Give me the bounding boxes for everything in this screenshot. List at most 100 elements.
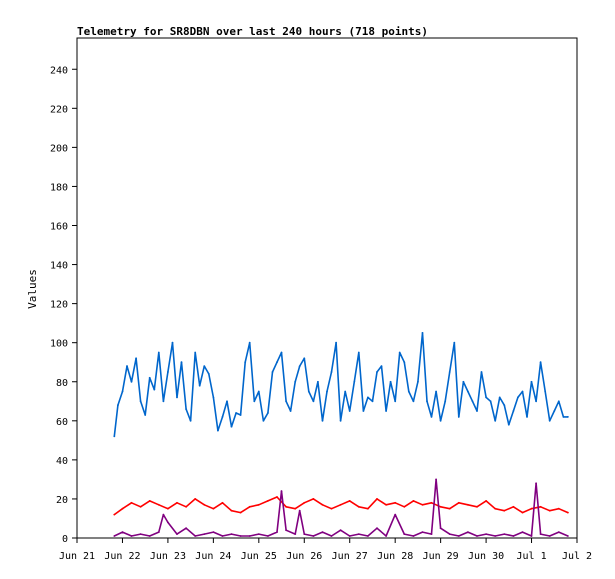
data-point-series-1 (494, 419, 497, 422)
data-point-series-2 (412, 500, 415, 502)
data-point-series-3 (185, 527, 188, 530)
data-point-series-1 (317, 380, 319, 383)
data-point-series-2 (403, 505, 406, 508)
data-point-series-3 (257, 533, 260, 535)
data-point-series-2 (230, 509, 233, 512)
data-point-series-3 (494, 535, 497, 537)
data-point-series-3 (367, 535, 369, 537)
y-tick-label: 60 (56, 417, 68, 428)
x-tick-label: Jun 26 (286, 551, 322, 562)
x-tick-label: Jun 21 (59, 551, 95, 562)
data-point-series-2 (194, 498, 197, 500)
data-point-series-3 (567, 535, 569, 537)
data-point-series-3 (412, 535, 415, 537)
data-point-series-2 (339, 503, 342, 506)
data-point-series-2 (212, 507, 215, 510)
data-point-series-2 (357, 505, 360, 508)
data-point-series-3 (162, 513, 165, 516)
data-point-series-3 (294, 533, 297, 535)
data-point-series-2 (385, 503, 387, 506)
data-point-series-3 (285, 529, 287, 532)
y-axis: 0 20 40 60 80 100 120 140 160 180 200 220 240 (50, 65, 77, 545)
data-point-series-3 (457, 535, 460, 537)
data-point-series-2 (139, 505, 142, 508)
data-point-series-3 (394, 513, 397, 516)
data-point-series-2 (467, 503, 469, 506)
data-point-series-1 (476, 410, 478, 412)
data-point-series-2 (113, 513, 116, 516)
data-point-series-2 (367, 507, 369, 510)
data-point-series-3 (212, 531, 215, 533)
data-point-series-3 (485, 533, 487, 535)
data-point-series-1 (485, 396, 487, 399)
data-point-series-3 (113, 535, 116, 537)
data-point-series-1 (380, 365, 383, 367)
data-point-series-3 (194, 535, 197, 537)
data-point-series-2 (221, 501, 224, 504)
data-point-series-1 (544, 390, 547, 393)
data-point-series-1 (348, 410, 351, 412)
data-point-series-2 (121, 507, 124, 510)
series-layer (113, 332, 569, 537)
data-point-series-2 (267, 500, 269, 502)
data-point-series-1 (553, 410, 556, 412)
data-point-series-3 (167, 521, 169, 524)
data-point-series-1 (453, 341, 456, 344)
x-tick-label: Jun 22 (104, 551, 140, 562)
data-point-series-1 (567, 416, 569, 418)
data-point-series-1 (457, 416, 460, 418)
data-point-series-3 (448, 533, 451, 535)
data-point-series-1 (130, 380, 133, 383)
data-point-series-1 (507, 423, 510, 426)
data-point-series-3 (298, 509, 301, 512)
data-point-series-1 (535, 400, 537, 403)
data-point-series-1 (226, 400, 228, 403)
data-point-series-2 (557, 507, 560, 510)
data-point-series-2 (394, 501, 397, 504)
data-point-series-2 (157, 503, 160, 506)
data-point-series-2 (130, 501, 133, 504)
data-point-series-3 (435, 478, 437, 481)
data-point-series-2 (303, 501, 306, 504)
data-point-series-1 (176, 396, 178, 399)
data-point-series-1 (362, 410, 365, 412)
data-point-series-1 (517, 396, 519, 399)
y-tick-label: 240 (50, 65, 68, 76)
data-point-series-1 (326, 390, 328, 393)
data-point-series-3 (239, 535, 242, 537)
data-point-series-1 (171, 341, 174, 344)
data-point-series-3 (403, 533, 406, 535)
data-point-series-3 (176, 533, 178, 535)
data-point-series-1 (489, 400, 492, 403)
data-point-series-2 (494, 507, 497, 510)
data-point-series-3 (385, 535, 387, 537)
x-tick-label: Jun 23 (150, 551, 186, 562)
data-point-series-3 (121, 531, 124, 533)
data-point-series-1 (212, 396, 215, 399)
data-point-series-1 (389, 380, 392, 383)
data-point-series-2 (521, 511, 524, 514)
data-point-series-1 (403, 361, 406, 364)
data-point-series-3 (376, 527, 378, 530)
data-point-series-1 (530, 380, 533, 383)
data-point-series-1 (357, 351, 360, 354)
data-point-series-1 (285, 400, 287, 403)
data-point-series-1 (557, 400, 560, 403)
data-point-series-1 (267, 412, 269, 414)
data-point-series-2 (512, 505, 515, 508)
data-point-series-1 (153, 388, 156, 391)
data-point-series-1 (198, 384, 201, 387)
data-point-series-1 (298, 365, 301, 367)
data-point-series-3 (539, 533, 542, 535)
data-point-series-2 (257, 503, 260, 506)
data-point-series-1 (480, 371, 483, 373)
x-tick-label: Jun 28 (377, 551, 413, 562)
data-point-series-2 (330, 507, 333, 510)
plot-frame (76, 37, 578, 539)
data-point-series-2 (457, 501, 460, 504)
data-point-series-1 (385, 410, 387, 412)
y-tick-label: 220 (50, 104, 68, 115)
data-point-series-1 (139, 400, 142, 403)
data-point-series-3 (521, 531, 524, 533)
